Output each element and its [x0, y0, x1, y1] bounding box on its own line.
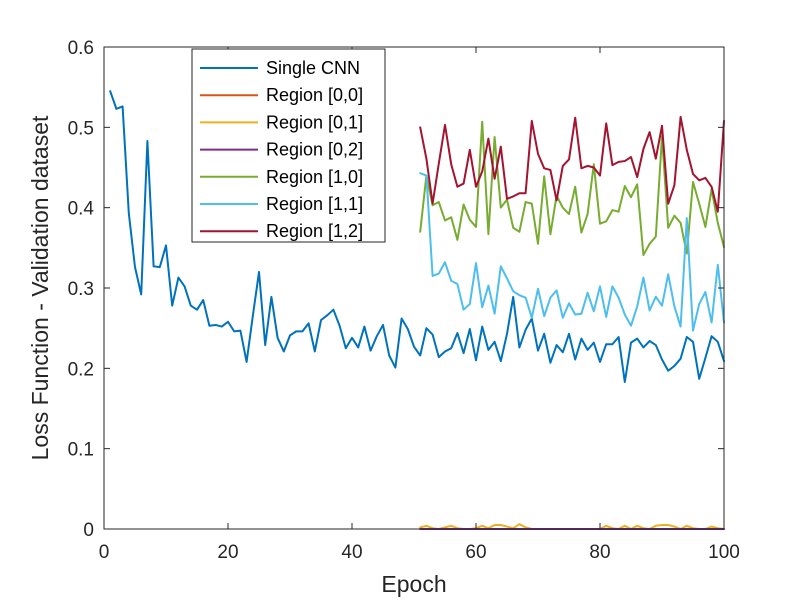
legend-label: Region [1,1]: [266, 194, 363, 214]
series-line-region-1-1: [419, 172, 725, 332]
x-tick-label: 60: [465, 542, 486, 563]
y-tick-label: 0.5: [68, 118, 94, 139]
x-tick-label: 0: [99, 542, 110, 563]
y-tick-label: 0.3: [68, 279, 94, 300]
x-axis-ticks: 0 20 40 60 80 100: [99, 47, 740, 563]
legend: Single CNN Region [0,0] Region [0,1] Region…: [191, 48, 386, 243]
x-axis-label: Epoch: [381, 571, 446, 597]
x-tick-label: 80: [589, 542, 610, 563]
series-line-single-cnn: [109, 90, 725, 383]
legend-label: Region [0,0]: [266, 85, 363, 105]
legend-entries: Single CNN Region [0,0] Region [0,1] Region…: [200, 58, 363, 241]
y-tick-label: 0.1: [68, 440, 94, 461]
legend-label: Region [1,2]: [266, 221, 363, 241]
x-tick-label: 100: [708, 542, 740, 563]
legend-label: Region [0,2]: [266, 140, 363, 160]
x-tick-label: 40: [341, 542, 362, 563]
y-axis-label: Loss Function - Validation dataset: [27, 115, 53, 460]
series-line-region-1-0: [419, 120, 725, 257]
y-tick-label: 0.6: [68, 38, 94, 59]
y-tick-label: 0.2: [68, 359, 94, 380]
legend-label: Region [1,0]: [266, 167, 363, 187]
y-tick-label: 0: [83, 520, 94, 541]
series-line-region-1-2: [419, 115, 725, 213]
y-tick-label: 0.4: [68, 199, 95, 220]
legend-label: Region [0,1]: [266, 112, 363, 132]
legend-box: [191, 48, 386, 243]
legend-label: Single CNN: [266, 58, 360, 78]
x-tick-label: 20: [217, 542, 238, 563]
y-axis-ticks: 0 0.1 0.2 0.3 0.4 0.5 0.6: [68, 38, 724, 541]
